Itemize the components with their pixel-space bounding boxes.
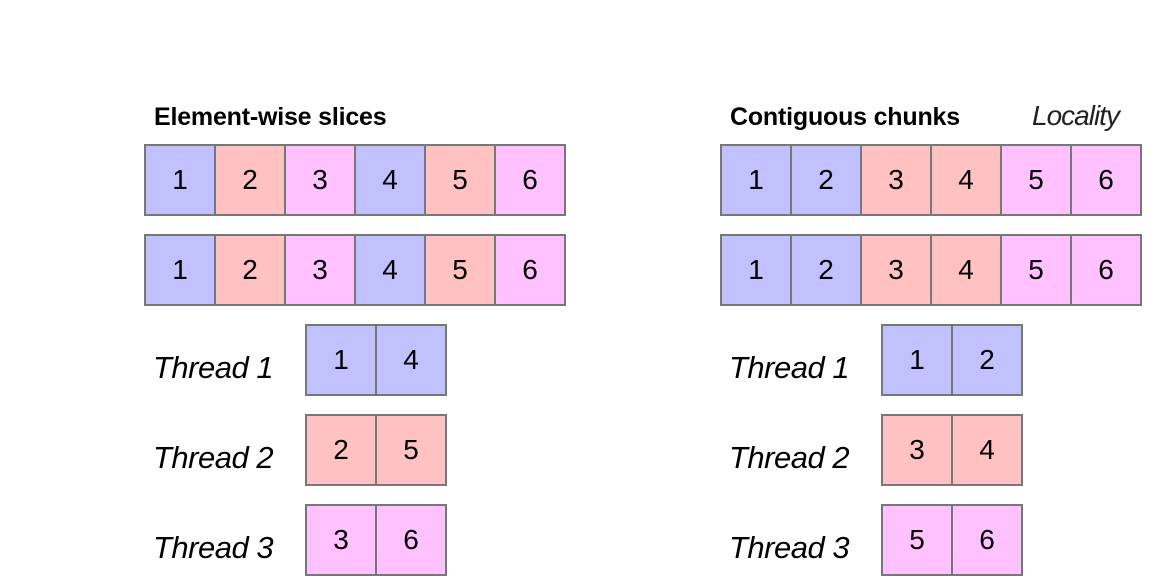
thread-cell: 3 [881,414,953,486]
thread-cell: 4 [375,324,447,396]
thread-cells: 3 6 [305,504,447,576]
panel-title: Contiguous chunks [730,103,960,131]
array-cell: 2 [790,234,862,306]
thread-cell: 5 [375,414,447,486]
array-row: 1 2 3 4 5 6 [144,234,566,306]
thread-cell: 2 [305,414,377,486]
array-cell: 5 [1000,234,1072,306]
thread-label: Thread 3 [729,530,850,565]
contiguous-panel: Contiguous chunks Locality 1 2 3 4 5 6 1… [576,0,1142,578]
array-cell: 2 [790,144,862,216]
array-cell: 3 [284,234,356,306]
array-cell: 2 [214,144,286,216]
thread-cell: 5 [881,504,953,576]
thread-2-group: Thread 2 3 4 [576,414,1116,488]
array-cell: 5 [424,144,496,216]
array-cell: 1 [720,144,792,216]
thread-cell: 2 [951,324,1023,396]
thread-cells: 1 2 [881,324,1023,396]
thread-cell: 3 [305,504,377,576]
thread-3-group: Thread 3 5 6 [576,504,1116,578]
array-cell: 4 [930,144,1002,216]
thread-label: Thread 3 [153,530,274,565]
thread-1-group: Thread 1 1 4 [0,324,540,398]
thread-label: Thread 2 [729,440,850,475]
array-cell: 3 [284,144,356,216]
locality-label: Locality [1032,100,1120,131]
thread-cell: 6 [951,504,1023,576]
thread-cell: 1 [305,324,377,396]
array-cell: 3 [860,144,932,216]
thread-3-group: Thread 3 3 6 [0,504,540,578]
thread-1-group: Thread 1 1 2 [576,324,1116,398]
thread-cells: 1 4 [305,324,447,396]
array-cell: 4 [354,144,426,216]
array-cell: 2 [214,234,286,306]
array-cell: 1 [144,234,216,306]
array-cell: 1 [720,234,792,306]
array-cell: 4 [930,234,1002,306]
array-cell: 6 [1070,234,1142,306]
thread-label: Thread 2 [153,440,274,475]
array-row: 1 2 3 4 5 6 [720,144,1142,216]
array-cell: 6 [494,234,566,306]
array-cell: 6 [1070,144,1142,216]
array-cell: 5 [1000,144,1072,216]
array-cell: 4 [354,234,426,306]
thread-label: Thread 1 [729,350,850,385]
thread-2-group: Thread 2 2 5 [0,414,540,488]
array-row: 1 2 3 4 5 6 [144,144,566,216]
array-row: 1 2 3 4 5 6 [720,234,1142,306]
array-cell: 5 [424,234,496,306]
thread-cell: 4 [951,414,1023,486]
thread-cells: 5 6 [881,504,1023,576]
element-wise-panel: Element-wise slices 1 2 3 4 5 6 1 2 3 4 … [0,0,566,578]
thread-cell: 6 [375,504,447,576]
thread-cell: 1 [881,324,953,396]
thread-label: Thread 1 [153,350,274,385]
array-cell: 1 [144,144,216,216]
array-cell: 6 [494,144,566,216]
thread-cells: 2 5 [305,414,447,486]
panel-title: Element-wise slices [154,103,387,131]
thread-cells: 3 4 [881,414,1023,486]
array-cell: 3 [860,234,932,306]
